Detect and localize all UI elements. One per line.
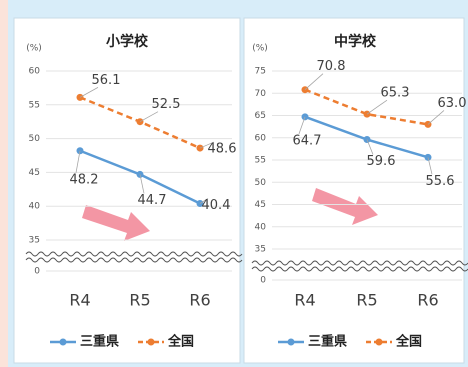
data-label: 59.6 [367,154,396,169]
data-label: 64.7 [293,133,322,148]
data-label: 63.0 [438,96,467,111]
data-label: 44.7 [138,193,167,208]
y-tick-label: 50 [255,178,267,188]
y-tick-label: 35 [255,245,266,255]
leader-line [139,174,145,194]
y-tick-label: 0 [34,267,40,277]
legend-marker [375,338,383,346]
y-tick-label: 75 [255,67,266,77]
y-tick-label: 35 [29,236,40,246]
trend-arrow [312,188,378,225]
legend-marker [147,338,155,346]
leader-line [304,73,324,90]
series-line [304,88,429,126]
y-tick-label: 50 [29,134,41,144]
panel-left [13,17,241,364]
x-tick-label: R4 [69,291,90,310]
legend-label: 全国 [395,334,422,350]
legend-marker [59,338,67,346]
y-tick-label: 70 [255,89,267,99]
leader-line [139,111,159,123]
trend-arrow [82,205,150,241]
y-tick-label: 0 [260,276,266,286]
data-label: 70.8 [317,59,346,74]
panel-right [243,17,465,364]
axis-break [25,257,243,263]
data-label: 65.3 [381,86,410,101]
leader-line [298,116,306,134]
data-label: 40.4 [202,198,231,213]
leader-line [427,110,445,125]
y-tick-label: 65 [255,111,266,121]
y-unit: (%) [26,44,42,54]
chart-title: 中学校 [334,33,377,50]
y-tick-label: 45 [255,200,266,210]
y-tick-label: 60 [29,67,41,77]
x-tick-label: R6 [417,291,438,310]
y-tick-label: 60 [255,133,267,143]
legend-marker [287,338,295,346]
data-label: 48.2 [70,172,99,187]
data-label: 52.5 [152,97,181,112]
leader-line [79,87,99,98]
x-tick-label: R6 [189,291,210,310]
y-unit: (%) [252,44,268,54]
legend-label: 三重県 [308,334,347,350]
leader-line [427,157,433,175]
y-tick-label: 55 [29,100,40,110]
leader-line [75,150,81,173]
y-tick-label: 40 [255,222,267,232]
axis-break [25,251,243,257]
y-tick-label: 40 [29,202,41,212]
axis-break [251,260,468,266]
x-tick-label: R5 [356,291,377,310]
leader-line [366,139,374,155]
legend-label: 三重県 [80,334,119,350]
data-label: 56.1 [92,73,121,88]
chart-title: 小学校 [106,33,149,50]
y-tick-label: 45 [29,168,40,178]
legend-label: 全国 [167,334,194,350]
leader-line [366,99,388,115]
data-label: 48.6 [208,142,237,157]
leader-line [199,141,215,149]
axis-break [251,266,468,272]
data-label: 55.6 [426,174,455,189]
leader-line [199,198,209,204]
x-tick-label: R5 [129,291,150,310]
side-strip [0,0,8,367]
y-tick-label: 55 [255,156,266,166]
x-tick-label: R4 [294,291,315,310]
